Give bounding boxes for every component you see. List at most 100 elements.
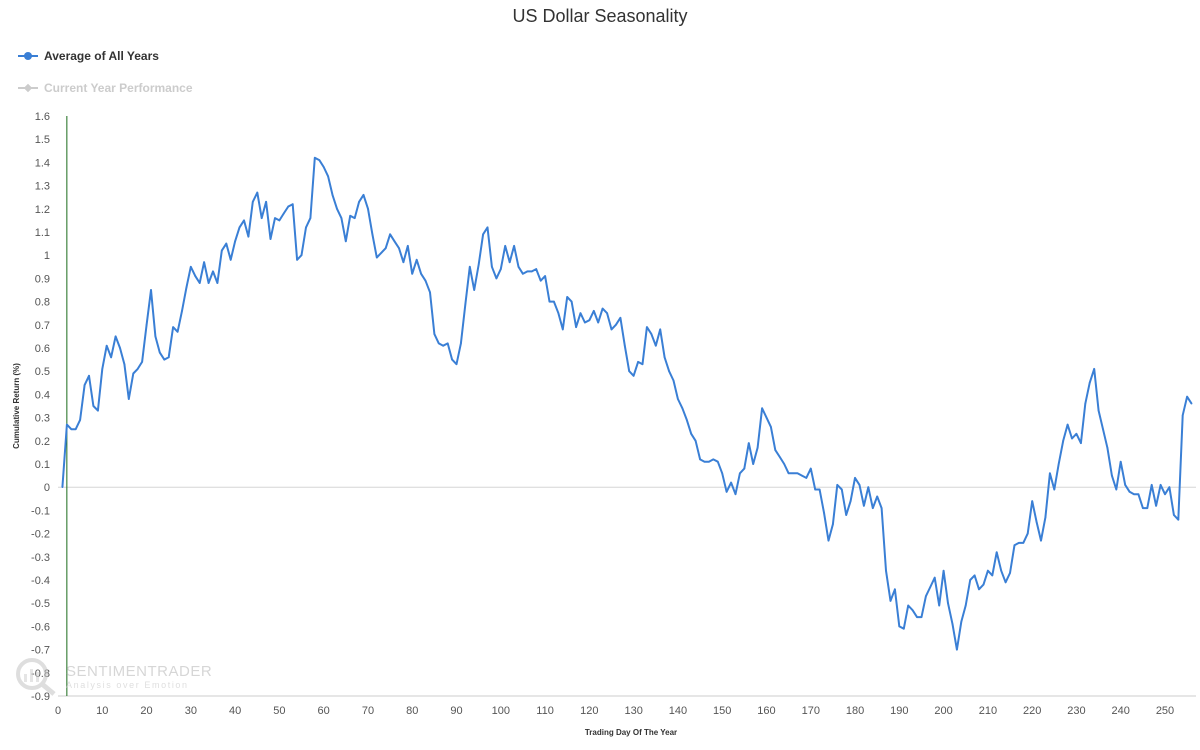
watermark-logo: SENTIMENTRADER Analysis over Emotion [14, 656, 212, 696]
data-point [894, 588, 896, 591]
data-point [1150, 484, 1153, 486]
data-point [1168, 486, 1171, 489]
data-point [1018, 542, 1020, 544]
data-point [721, 472, 724, 475]
data-point [438, 342, 440, 345]
y-tick-label: 0.1 [35, 459, 50, 471]
x-tick-label: 50 [273, 705, 285, 717]
y-tick-label: 1 [44, 250, 50, 262]
data-point [309, 217, 312, 219]
data-point [384, 247, 387, 250]
y-tick-label: 1.3 [35, 181, 50, 193]
x-tick-label: 140 [669, 705, 687, 717]
data-point [801, 474, 803, 477]
data-point [623, 344, 626, 347]
data-point [681, 407, 684, 410]
data-point [858, 484, 861, 486]
data-point [646, 326, 648, 328]
data-point [88, 375, 90, 377]
data-point [969, 579, 971, 581]
data-point [885, 569, 887, 572]
data-point [167, 356, 170, 359]
legend-label: Current Year Performance [44, 81, 193, 95]
data-point [876, 495, 878, 498]
y-axis-ticks: -0.9-0.8-0.7-0.6-0.5-0.4-0.3-0.2-0.100.1… [31, 111, 50, 703]
data-point [74, 428, 77, 431]
y-tick-label: 0.6 [35, 343, 50, 355]
data-point [70, 428, 73, 431]
data-point [442, 344, 445, 347]
data-point [198, 282, 201, 284]
data-point [172, 326, 174, 328]
data-point [672, 379, 675, 382]
data-point [141, 361, 143, 363]
data-point [929, 586, 932, 588]
data-point [486, 226, 489, 229]
data-point [548, 300, 551, 303]
watermark-name: SENTIMENTRADER [66, 662, 213, 680]
data-point [469, 266, 471, 268]
data-point [331, 194, 334, 196]
data-point [991, 574, 994, 577]
data-point [1062, 440, 1064, 442]
data-point [123, 363, 126, 366]
y-tick-label: 1.1 [35, 227, 50, 239]
data-point [743, 467, 746, 470]
data-point [513, 245, 515, 247]
y-tick-label: 1.6 [35, 111, 50, 123]
data-point [725, 491, 728, 493]
data-point [1075, 433, 1078, 435]
data-point [265, 201, 267, 203]
legend-item-average-of-all-years[interactable]: Average of All Years [18, 49, 159, 63]
data-point [477, 263, 480, 266]
y-tick-label: 0.5 [35, 366, 50, 378]
data-point [336, 208, 338, 210]
data-point [238, 226, 241, 229]
data-point [132, 372, 135, 375]
data-point [79, 419, 81, 421]
data-point [641, 363, 644, 366]
data-point [889, 600, 892, 602]
data-point [916, 616, 918, 618]
y-axis-title: Cumulative Return (%) [12, 363, 21, 449]
data-point [566, 296, 569, 298]
y-tick-label: -0.9 [31, 691, 50, 703]
data-point [703, 460, 706, 463]
data-point [637, 361, 639, 363]
data-point [973, 574, 976, 577]
data-point [260, 217, 263, 219]
data-point [752, 463, 754, 465]
data-point [606, 312, 608, 315]
data-point [97, 409, 99, 412]
data-point [247, 235, 250, 238]
x-tick-label: 80 [406, 705, 418, 717]
data-point [956, 648, 958, 651]
data-point [685, 419, 688, 421]
data-point [530, 270, 533, 273]
data-point [411, 272, 414, 275]
x-axis-title: Trading Day Of The Year [585, 728, 677, 737]
data-point [229, 259, 232, 261]
data-point [300, 254, 303, 256]
y-tick-label: -0.4 [31, 575, 50, 587]
data-point [327, 175, 329, 178]
data-point [628, 370, 631, 373]
data-point [911, 609, 914, 611]
magnifier-logo-icon [16, 658, 56, 696]
y-tick-label: 0 [44, 482, 50, 494]
data-point [832, 523, 834, 526]
data-point [136, 368, 139, 370]
data-point [322, 166, 325, 168]
x-tick-label: 10 [96, 705, 108, 717]
legend-item-current-year-performance[interactable]: Current Year Performance [18, 81, 193, 95]
data-point [194, 275, 197, 277]
y-tick-label: -0.7 [31, 645, 50, 657]
data-point [1022, 542, 1025, 544]
data-point [765, 416, 768, 419]
data-point [318, 159, 321, 161]
data-point [1164, 493, 1166, 495]
x-tick-label: 100 [492, 705, 510, 717]
data-point [650, 333, 653, 335]
data-point [500, 268, 502, 270]
